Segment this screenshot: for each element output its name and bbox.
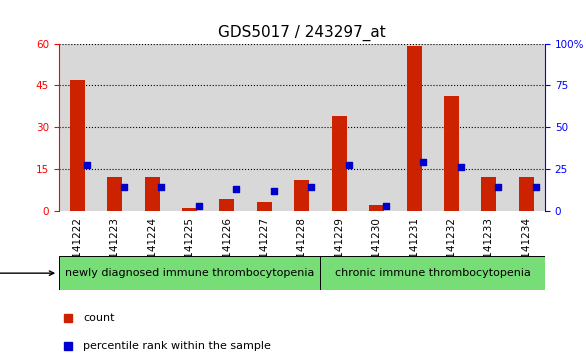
Point (82, 163, 91, 168)
Text: GSM1141229: GSM1141229 (334, 217, 344, 287)
Point (456, 164, 465, 170)
Point (269, 188, 278, 193)
Bar (59, 256, 321, 290)
Bar (444, 97, 459, 211)
Bar (145, 177, 159, 211)
Text: GSM1141234: GSM1141234 (522, 217, 532, 287)
Bar (171, 44, 208, 211)
Text: GSM1141233: GSM1141233 (484, 217, 494, 287)
Bar (396, 44, 432, 211)
Bar (96, 44, 134, 211)
Bar (507, 44, 545, 211)
Bar (182, 208, 197, 211)
Bar (519, 177, 534, 211)
Point (306, 184, 316, 190)
Point (531, 184, 540, 190)
Point (419, 159, 428, 165)
Bar (332, 116, 347, 211)
Text: percentile rank within the sample: percentile rank within the sample (83, 341, 271, 351)
Text: count: count (83, 313, 114, 323)
Bar (220, 199, 234, 211)
Point (381, 203, 391, 208)
Bar (321, 44, 358, 211)
Bar (481, 177, 496, 211)
Bar (283, 44, 321, 211)
Point (231, 186, 241, 192)
Bar (321, 256, 545, 290)
Text: GSM1141228: GSM1141228 (297, 217, 307, 287)
Bar (59, 44, 96, 211)
Point (194, 203, 203, 208)
Point (493, 184, 503, 190)
Text: GSM1141230: GSM1141230 (372, 217, 381, 287)
Bar (107, 177, 122, 211)
Point (157, 184, 166, 190)
Text: newly diagnosed immune thrombocytopenia: newly diagnosed immune thrombocytopenia (65, 268, 314, 278)
Bar (358, 44, 396, 211)
Bar (432, 44, 470, 211)
Bar (70, 80, 85, 211)
Bar (257, 202, 272, 211)
Text: disease state: disease state (0, 268, 54, 278)
Text: GSM1141223: GSM1141223 (110, 217, 120, 287)
Bar (294, 180, 309, 211)
Text: GSM1141231: GSM1141231 (409, 217, 419, 287)
Bar (369, 205, 384, 211)
Bar (208, 44, 246, 211)
Text: GSM1141222: GSM1141222 (72, 217, 82, 287)
Bar (470, 44, 507, 211)
Text: chronic immune thrombocytopenia: chronic immune thrombocytopenia (335, 268, 531, 278)
Bar (134, 44, 171, 211)
Bar (407, 46, 421, 211)
Text: GSM1141224: GSM1141224 (147, 217, 157, 287)
Title: GDS5017 / 243297_at: GDS5017 / 243297_at (218, 25, 386, 41)
Text: GSM1141227: GSM1141227 (260, 217, 270, 287)
Text: GSM1141226: GSM1141226 (222, 217, 232, 287)
Text: GSM1141225: GSM1141225 (185, 217, 195, 287)
Point (344, 163, 353, 168)
Text: GSM1141232: GSM1141232 (447, 217, 456, 287)
Bar (246, 44, 283, 211)
Point (120, 184, 129, 190)
